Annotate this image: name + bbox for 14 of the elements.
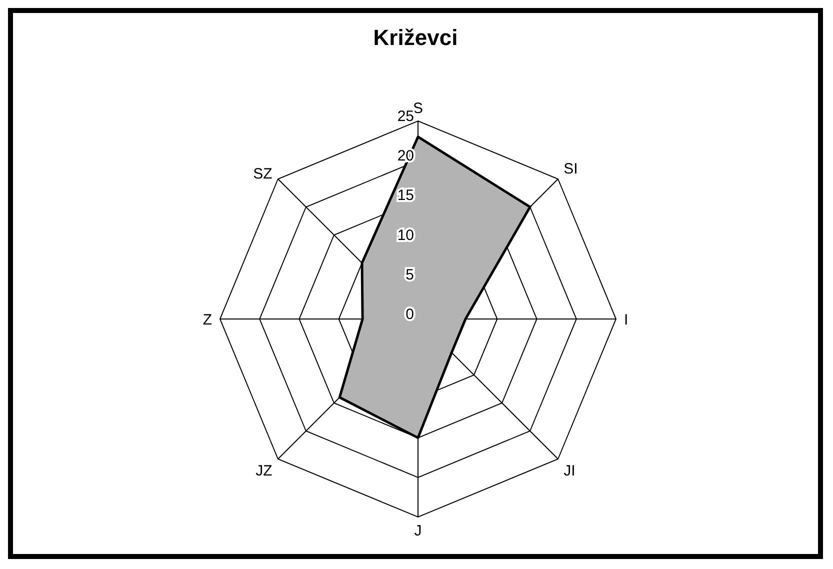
spoke-label: J xyxy=(414,522,422,540)
spoke-label: JZ xyxy=(256,462,272,480)
spoke-label: SZ xyxy=(253,166,272,183)
spoke-label: S xyxy=(412,100,424,117)
spoke-label: SI xyxy=(564,160,578,178)
y-tick-label: 5 xyxy=(406,266,414,284)
y-tick-label: 25 xyxy=(397,108,414,125)
chart-title: Križevci xyxy=(372,25,459,51)
y-tick-label: 15 xyxy=(397,187,414,204)
spoke-label: Z xyxy=(202,311,212,328)
spoke-label: JI xyxy=(564,462,576,480)
spoke-label: I xyxy=(624,311,628,328)
y-tick-label: 10 xyxy=(397,226,414,244)
y-tick-label: 0 xyxy=(406,306,414,323)
